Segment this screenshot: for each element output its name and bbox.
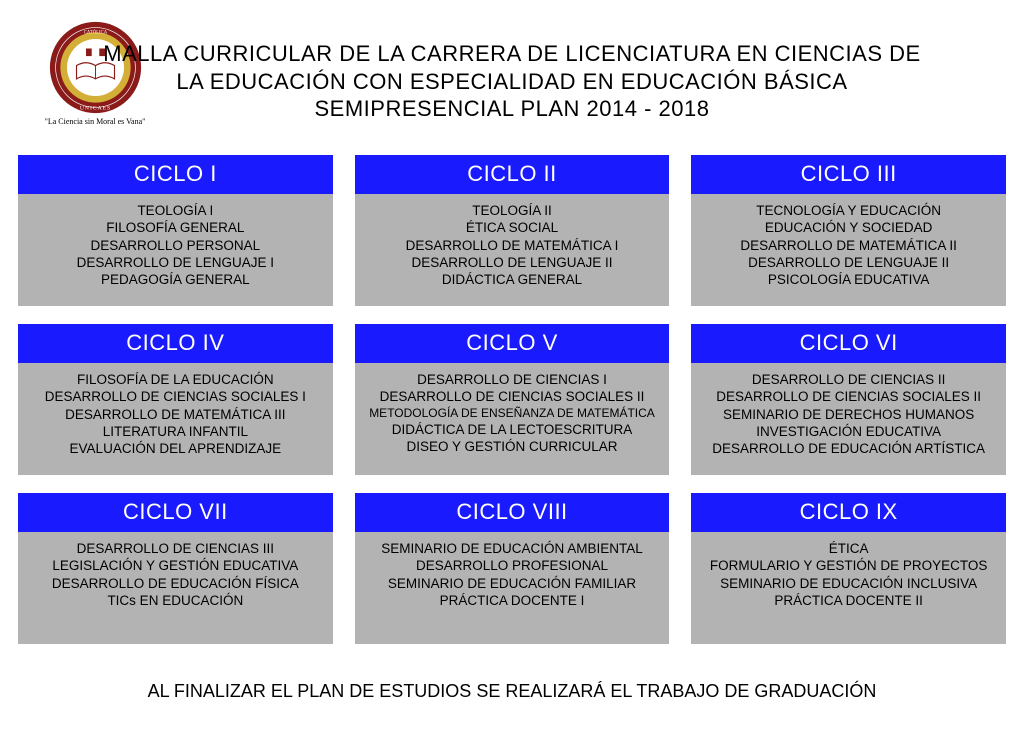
cycle-card: CICLO ITEOLOGÍA IFILOSOFÍA GENERALDESARR… xyxy=(18,155,333,306)
course-item: EVALUACIÓN DEL APRENDIZAJE xyxy=(70,440,282,457)
course-item: DIDÁCTICA DE LA LECTOESCRITURA xyxy=(392,421,633,438)
course-item: DESARROLLO DE LENGUAJE II xyxy=(748,254,949,271)
cycle-body: TEOLOGÍA IIÉTICA SOCIALDESARROLLO DE MAT… xyxy=(355,194,670,306)
course-item: DESARROLLO DE MATEMÁTICA I xyxy=(406,237,619,254)
course-item: DESARROLLO DE CIENCIAS I xyxy=(417,371,607,388)
course-item: ÉTICA SOCIAL xyxy=(466,219,558,236)
course-item: DESARROLLO DE MATEMÁTICA III xyxy=(65,406,285,423)
cycle-header: CICLO IV xyxy=(18,324,333,363)
cycle-body: TEOLOGÍA IFILOSOFÍA GENERALDESARROLLO PE… xyxy=(18,194,333,306)
course-item: SEMINARIO DE DERECHOS HUMANOS xyxy=(723,406,974,423)
title-line-1: MALLA CURRICULAR DE LA CARRERA DE LICENC… xyxy=(0,40,1024,68)
cycle-body: DESARROLLO DE CIENCIAS IDESARROLLO DE CI… xyxy=(355,363,670,475)
course-item: DESARROLLO DE MATEMÁTICA II xyxy=(740,237,957,254)
course-item: FORMULARIO Y GESTIÓN DE PROYECTOS xyxy=(710,557,988,574)
cycle-header: CICLO II xyxy=(355,155,670,194)
cycle-header: CICLO VII xyxy=(18,493,333,532)
course-item: DIDÁCTICA GENERAL xyxy=(442,271,582,288)
course-item: DESARROLLO DE LENGUAJE I xyxy=(77,254,274,271)
course-item: PRÁCTICA DOCENTE I xyxy=(440,592,585,609)
cycle-header: CICLO V xyxy=(355,324,670,363)
course-item: INVESTIGACIÓN EDUCATIVA xyxy=(756,423,941,440)
cycle-body: SEMINARIO DE EDUCACIÓN AMBIENTALDESARROL… xyxy=(355,532,670,644)
cycle-card: CICLO IITEOLOGÍA IIÉTICA SOCIALDESARROLL… xyxy=(355,155,670,306)
cycle-card: CICLO IIITECNOLOGÍA Y EDUCACIÓNEDUCACIÓN… xyxy=(691,155,1006,306)
course-item: PRÁCTICA DOCENTE II xyxy=(774,592,923,609)
cycle-body: DESARROLLO DE CIENCIAS IIILEGISLACIÓN Y … xyxy=(18,532,333,644)
course-item: DESARROLLO DE CIENCIAS SOCIALES II xyxy=(380,388,645,405)
course-item: LEGISLACIÓN Y GESTIÓN EDUCATIVA xyxy=(52,557,298,574)
cycle-card: CICLO VIIDESARROLLO DE CIENCIAS IIILEGIS… xyxy=(18,493,333,644)
course-item: DESARROLLO DE CIENCIAS III xyxy=(77,540,274,557)
course-item: FILOSOFÍA GENERAL xyxy=(106,219,244,236)
footer-note: AL FINALIZAR EL PLAN DE ESTUDIOS SE REAL… xyxy=(0,681,1024,702)
course-item: DESARROLLO DE CIENCIAS SOCIALES II xyxy=(716,388,981,405)
course-item: TEOLOGÍA I xyxy=(137,202,213,219)
course-item: DESARROLLO DE CIENCIAS SOCIALES I xyxy=(45,388,306,405)
cycle-card: CICLO VIDESARROLLO DE CIENCIAS IIDESARRO… xyxy=(691,324,1006,475)
svg-text:CATÓLICA: CATÓLICA xyxy=(83,29,107,35)
cycle-body: ÉTICAFORMULARIO Y GESTIÓN DE PROYECTOSSE… xyxy=(691,532,1006,644)
course-item: PSICOLOGÍA EDUCATIVA xyxy=(768,271,930,288)
curriculum-grid: CICLO ITEOLOGÍA IFILOSOFÍA GENERALDESARR… xyxy=(18,155,1006,644)
course-item: TEOLOGÍA II xyxy=(472,202,552,219)
cycle-header: CICLO VI xyxy=(691,324,1006,363)
cycle-header: CICLO III xyxy=(691,155,1006,194)
course-item: DESARROLLO DE CIENCIAS II xyxy=(752,371,946,388)
course-item: SEMINARIO DE EDUCACIÓN AMBIENTAL xyxy=(381,540,643,557)
course-item: TICs EN EDUCACIÓN xyxy=(107,592,243,609)
cycle-header: CICLO VIII xyxy=(355,493,670,532)
cycle-card: CICLO IXÉTICAFORMULARIO Y GESTIÓN DE PRO… xyxy=(691,493,1006,644)
course-item: EDUCACIÓN Y SOCIEDAD xyxy=(765,219,933,236)
cycle-card: CICLO VDESARROLLO DE CIENCIAS IDESARROLL… xyxy=(355,324,670,475)
course-item: DESARROLLO DE EDUCACIÓN ARTÍSTICA xyxy=(712,440,985,457)
cycle-header: CICLO IX xyxy=(691,493,1006,532)
cycle-card: CICLO IVFILOSOFÍA DE LA EDUCACIÓNDESARRO… xyxy=(18,324,333,475)
page-title-block: MALLA CURRICULAR DE LA CARRERA DE LICENC… xyxy=(0,40,1024,123)
course-item: ÉTICA xyxy=(829,540,869,557)
course-item: SEMINARIO DE EDUCACIÓN FAMILIAR xyxy=(388,575,636,592)
course-item: FILOSOFÍA DE LA EDUCACIÓN xyxy=(77,371,274,388)
course-item: PEDAGOGÍA GENERAL xyxy=(101,271,250,288)
course-item: DESARROLLO DE LENGUAJE II xyxy=(411,254,612,271)
title-line-2: LA EDUCACIÓN CON ESPECIALIDAD EN EDUCACI… xyxy=(0,68,1024,96)
course-item: TECNOLOGÍA Y EDUCACIÓN xyxy=(756,202,941,219)
cycle-body: DESARROLLO DE CIENCIAS IIDESARROLLO DE C… xyxy=(691,363,1006,475)
course-item: DISEO Y GESTIÓN CURRICULAR xyxy=(406,438,617,455)
course-item: METODOLOGÍA DE ENSEÑANZA DE MATEMÁTICA xyxy=(369,406,655,421)
course-item: LITERATURA INFANTIL xyxy=(103,423,248,440)
title-line-3: SEMIPRESENCIAL PLAN 2014 - 2018 xyxy=(0,95,1024,123)
course-item: DESARROLLO PERSONAL xyxy=(91,237,261,254)
cycle-body: FILOSOFÍA DE LA EDUCACIÓNDESARROLLO DE C… xyxy=(18,363,333,475)
course-item: DESARROLLO DE EDUCACIÓN FÍSICA xyxy=(52,575,299,592)
cycle-body: TECNOLOGÍA Y EDUCACIÓNEDUCACIÓN Y SOCIED… xyxy=(691,194,1006,306)
cycle-header: CICLO I xyxy=(18,155,333,194)
course-item: DESARROLLO PROFESIONAL xyxy=(416,557,608,574)
cycle-card: CICLO VIIISEMINARIO DE EDUCACIÓN AMBIENT… xyxy=(355,493,670,644)
course-item: SEMINARIO DE EDUCACIÓN INCLUSIVA xyxy=(720,575,977,592)
